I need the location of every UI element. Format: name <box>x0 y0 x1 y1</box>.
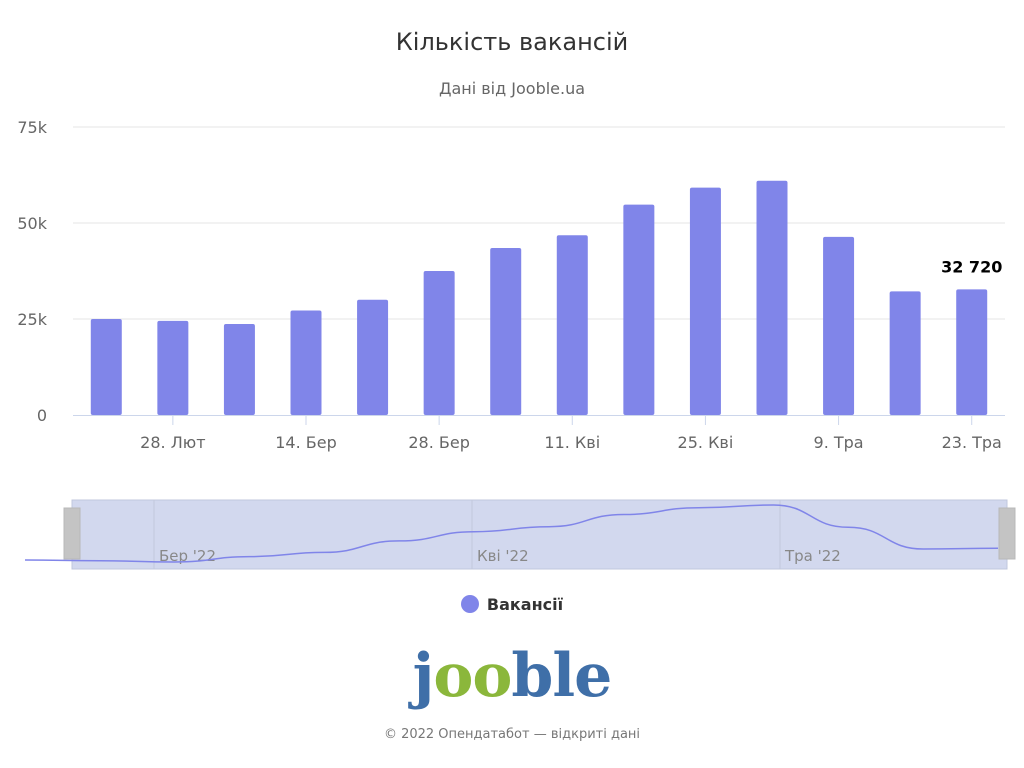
y-tick-label: 50k <box>17 214 47 233</box>
copyright-text: © 2022 Опендатабот — відкриті дані <box>383 727 641 742</box>
x-tick-label: 9. Тра <box>814 433 864 452</box>
navigator[interactable]: Бер '22 Кві '22 Тра '22 <box>24 499 1016 570</box>
bar[interactable] <box>423 271 455 415</box>
bar[interactable] <box>889 291 921 415</box>
bar[interactable] <box>157 320 189 415</box>
bar[interactable] <box>290 310 322 415</box>
data-label: 32 720 <box>941 257 1002 276</box>
bar[interactable] <box>756 180 788 415</box>
bar[interactable] <box>90 319 122 415</box>
chart-subtitle: Дані від Jooble.ua <box>438 79 586 98</box>
jooble-logo: jooble <box>0 636 1024 716</box>
logo-letter: j <box>412 641 435 711</box>
y-tick-label: 25k <box>17 310 47 329</box>
x-axis: 28. Лют 14. Бер 28. Бер 11. Кві 25. Кві 9. Тр… <box>73 415 1005 452</box>
navigator-label: Тра '22 <box>784 547 841 565</box>
x-tick-label: 25. Кві <box>678 433 734 452</box>
bar[interactable] <box>490 247 522 415</box>
data-labels: 32 720 <box>941 257 1002 276</box>
bars <box>90 180 988 415</box>
bar[interactable] <box>357 299 389 415</box>
navigator-handle-right[interactable] <box>998 507 1016 560</box>
logo-letter: l <box>552 641 575 711</box>
x-tick-label: 28. Лют <box>140 433 205 452</box>
bar[interactable] <box>823 236 855 415</box>
x-tick-label: 28. Бер <box>408 433 470 452</box>
grid-lines <box>73 126 1005 320</box>
y-tick-label: 0 <box>37 406 47 425</box>
chart-title: Кількість вакансій <box>395 28 629 56</box>
logo-letter: o <box>433 641 473 711</box>
x-tick-label: 23. Тра <box>942 433 1002 452</box>
x-tick-label: 14. Бер <box>275 433 337 452</box>
navigator-handle-left[interactable] <box>63 507 81 560</box>
navigator-label: Кві '22 <box>477 547 529 565</box>
bar[interactable] <box>556 235 588 415</box>
logo-letter: e <box>574 641 612 711</box>
legend-label: Вакансії <box>486 595 564 614</box>
navigator-series-line <box>24 504 999 563</box>
x-tick-label: 11. Кві <box>544 433 600 452</box>
y-tick-label: 75k <box>17 118 47 137</box>
legend-marker-icon <box>460 595 479 613</box>
legend-item-vacancies[interactable]: Вакансії <box>0 595 1024 614</box>
y-axis-tick-labels: 0 25k 50k 75k <box>17 118 47 425</box>
bar[interactable] <box>956 289 988 415</box>
bar[interactable] <box>689 187 721 415</box>
bar[interactable] <box>223 323 255 415</box>
logo-letter: b <box>511 641 553 711</box>
bar[interactable] <box>623 204 655 415</box>
logo-letter: o <box>472 641 512 711</box>
